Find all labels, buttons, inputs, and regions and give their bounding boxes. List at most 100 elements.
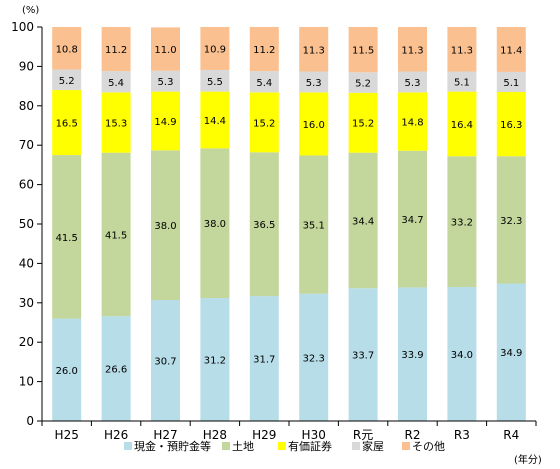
data-label: 31.2 bbox=[204, 356, 226, 367]
bar-segment bbox=[249, 152, 279, 297]
y-tick-label: 30 bbox=[19, 296, 34, 310]
data-label: 11.5 bbox=[352, 46, 374, 57]
y-tick-label: 50 bbox=[19, 217, 34, 231]
data-label: 35.1 bbox=[303, 221, 325, 232]
x-tick-label: H25 bbox=[55, 428, 79, 442]
data-label: 11.0 bbox=[154, 45, 176, 56]
bar-segment bbox=[398, 150, 427, 288]
bar-segment bbox=[348, 288, 378, 421]
bar-stack: 33.7 34.4 15.2 5.2 11.5 bbox=[348, 27, 378, 421]
data-label: 5.2 bbox=[355, 79, 371, 90]
bar-segment bbox=[200, 298, 230, 421]
bar-segment bbox=[52, 27, 82, 70]
bar-segment bbox=[348, 27, 378, 73]
legend-swatch bbox=[124, 442, 132, 450]
data-label: 5.3 bbox=[306, 78, 322, 89]
bar-segment bbox=[447, 91, 477, 157]
bar-segment bbox=[151, 27, 180, 71]
bar-segment bbox=[249, 27, 279, 72]
y-tick-label: 0 bbox=[26, 414, 34, 428]
y-tick-label: 40 bbox=[19, 256, 34, 270]
x-tick-label: H29 bbox=[252, 428, 276, 442]
bar-segment bbox=[496, 283, 526, 421]
bar-segment bbox=[398, 287, 427, 421]
bar-segment bbox=[249, 92, 279, 153]
bar-segment bbox=[348, 72, 378, 93]
bar-segment bbox=[151, 91, 180, 151]
data-label: 16.5 bbox=[56, 119, 78, 130]
data-label: 16.4 bbox=[451, 120, 473, 131]
x-tick-label: H28 bbox=[203, 428, 227, 442]
data-label: 10.9 bbox=[204, 44, 226, 55]
legend: 現金・預貯金等 土地 有価証券 家屋 その他 bbox=[124, 439, 445, 453]
bar-segment bbox=[299, 293, 329, 421]
bar-segment bbox=[200, 148, 230, 299]
x-tick-label: H30 bbox=[302, 428, 326, 442]
y-tick-label: 10 bbox=[19, 375, 34, 389]
data-label: 11.3 bbox=[303, 45, 325, 56]
data-label: 5.1 bbox=[503, 78, 519, 89]
bar-segment bbox=[398, 27, 427, 72]
bar-segment bbox=[496, 71, 526, 93]
bar-segment bbox=[151, 150, 180, 301]
bar-segment bbox=[101, 152, 131, 317]
x-axis-unit: (年分) bbox=[514, 453, 542, 466]
y-tick-label: 100 bbox=[11, 20, 34, 34]
bar-segment bbox=[299, 71, 329, 93]
data-label: 11.2 bbox=[105, 45, 127, 56]
data-label: 14.9 bbox=[154, 117, 176, 128]
bar-segment bbox=[496, 156, 526, 284]
legend-swatch bbox=[222, 442, 230, 450]
data-label: 11.2 bbox=[253, 45, 275, 56]
legend-label: 家屋 bbox=[362, 439, 384, 453]
legend-label: その他 bbox=[412, 440, 445, 453]
bar-segment bbox=[52, 318, 82, 421]
x-tick-label: R元 bbox=[353, 428, 373, 442]
data-label: 26.0 bbox=[56, 366, 78, 377]
bar-segment bbox=[101, 92, 131, 153]
legend-label: 土地 bbox=[232, 440, 254, 453]
bar-segment bbox=[496, 27, 526, 72]
bar-segment bbox=[447, 27, 477, 72]
bar-segment bbox=[101, 71, 131, 93]
data-label: 33.9 bbox=[401, 350, 423, 361]
data-label: 15.3 bbox=[105, 119, 127, 130]
bar-stack: 33.9 34.7 14.8 5.3 11.3 bbox=[398, 27, 427, 421]
data-label: 38.0 bbox=[154, 221, 176, 232]
data-label: 16.0 bbox=[303, 120, 325, 131]
bar-segment bbox=[447, 71, 477, 92]
bar-segment bbox=[299, 27, 329, 72]
bar-segment bbox=[200, 91, 230, 149]
legend-label: 現金・預貯金等 bbox=[134, 439, 211, 453]
data-label: 30.7 bbox=[154, 357, 176, 368]
data-label: 31.7 bbox=[253, 355, 275, 366]
x-tick-label: R3 bbox=[454, 428, 470, 442]
legend-swatch bbox=[402, 442, 410, 450]
data-label: 16.3 bbox=[500, 120, 522, 131]
bar-segment bbox=[151, 70, 180, 92]
data-label: 5.4 bbox=[108, 78, 124, 89]
data-label: 5.3 bbox=[405, 78, 421, 89]
data-label: 32.3 bbox=[500, 216, 522, 227]
y-tick-label: 90 bbox=[19, 59, 34, 73]
bar-stack: 31.2 38.0 14.4 5.5 10.9 bbox=[200, 27, 230, 421]
data-label: 5.3 bbox=[158, 77, 174, 88]
x-tick-label: H26 bbox=[104, 428, 128, 442]
bar-stack: 34.9 32.3 16.3 5.1 11.4 bbox=[496, 27, 526, 421]
bar-stack: 26.6 41.5 15.3 5.4 11.2 bbox=[101, 27, 131, 421]
data-label: 33.7 bbox=[352, 351, 374, 362]
y-tick-label: 80 bbox=[19, 99, 34, 113]
data-label: 34.4 bbox=[352, 216, 374, 227]
data-label: 33.2 bbox=[451, 218, 473, 229]
bar-segment bbox=[249, 71, 279, 93]
data-label: 11.4 bbox=[500, 45, 522, 56]
data-label: 36.5 bbox=[253, 220, 275, 231]
bar-segment bbox=[398, 71, 427, 93]
bar-segment bbox=[101, 27, 131, 72]
legend-swatch bbox=[352, 442, 360, 450]
x-tick-label: H27 bbox=[153, 428, 177, 442]
data-label: 14.8 bbox=[401, 118, 423, 129]
data-label: 41.5 bbox=[56, 233, 78, 244]
bar-segment bbox=[52, 69, 82, 91]
